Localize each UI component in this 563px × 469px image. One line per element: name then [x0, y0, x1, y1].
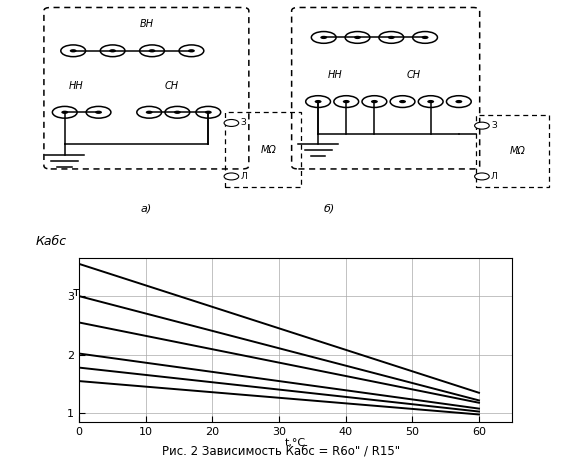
- Circle shape: [188, 49, 195, 53]
- Text: З: З: [240, 119, 246, 128]
- X-axis label: t,°C: t,°C: [285, 439, 306, 448]
- Circle shape: [109, 49, 116, 53]
- Circle shape: [146, 111, 153, 114]
- Circle shape: [205, 111, 212, 114]
- Text: МΩ: МΩ: [510, 146, 526, 156]
- Bar: [476, 115, 549, 187]
- Circle shape: [315, 100, 321, 103]
- Circle shape: [371, 100, 378, 103]
- Text: б): б): [324, 204, 335, 213]
- Text: З: З: [491, 121, 497, 130]
- Circle shape: [475, 122, 489, 129]
- Text: НН: НН: [328, 70, 342, 80]
- Circle shape: [427, 100, 434, 103]
- Text: а): а): [141, 204, 152, 213]
- Circle shape: [475, 173, 489, 180]
- Text: ВН: ВН: [139, 19, 154, 29]
- Circle shape: [320, 36, 327, 39]
- Text: Рис. 2 Зависимость Кабс = R6о" / R15": Рис. 2 Зависимость Кабс = R6о" / R15": [163, 444, 400, 457]
- Circle shape: [149, 49, 155, 53]
- Circle shape: [70, 49, 77, 53]
- Circle shape: [422, 36, 428, 39]
- Text: СН: СН: [164, 81, 179, 91]
- Text: Л: Л: [240, 172, 247, 181]
- Circle shape: [224, 120, 239, 127]
- Circle shape: [388, 36, 395, 39]
- Circle shape: [354, 36, 361, 39]
- Text: СН: СН: [406, 70, 421, 80]
- Circle shape: [224, 173, 239, 180]
- Text: Кабс: Кабс: [35, 235, 66, 248]
- Text: Рис. 1. Схемы измерения сопротивления изоляции обмоток
трансформатора: а – относ: Рис. 1. Схемы измерения сопротивления из…: [73, 271, 490, 314]
- Text: Л: Л: [491, 172, 498, 181]
- Bar: [225, 112, 301, 187]
- Text: МΩ: МΩ: [261, 145, 277, 155]
- Circle shape: [343, 100, 350, 103]
- Circle shape: [174, 111, 181, 114]
- Text: НН: НН: [69, 81, 83, 91]
- Circle shape: [455, 100, 462, 103]
- Circle shape: [61, 111, 68, 114]
- Circle shape: [399, 100, 406, 103]
- Circle shape: [95, 111, 102, 114]
